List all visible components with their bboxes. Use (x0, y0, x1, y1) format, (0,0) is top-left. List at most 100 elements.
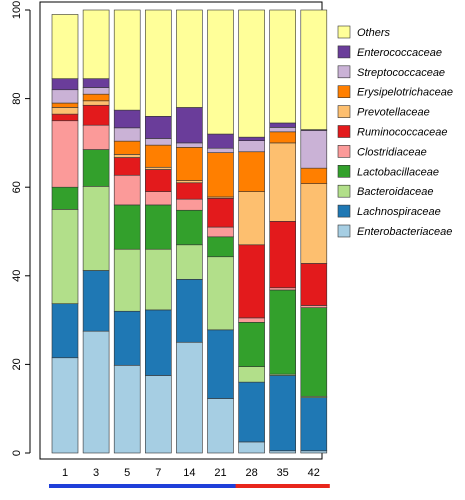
legend-label-lachnospiraceae: Lachnospiraceae (357, 206, 441, 218)
bar-segment-others-28 (238, 9, 265, 138)
bar-segment-enterobacteriaceae-28 (238, 441, 265, 454)
bar-segment-lactobacillaceae-21 (207, 236, 234, 258)
bar-segment-prevotellaceae-7 (145, 166, 172, 170)
bar-segment-erysipelotrichaceae-14 (176, 147, 203, 181)
bar-segment-lactobacillaceae-5 (113, 204, 141, 250)
bar-segment-streptococcaceae-3 (82, 87, 110, 95)
legend-label-clostridiaceae: Clostridiaceae (357, 146, 427, 158)
bar-segment-enterobacteriaceae-1 (51, 357, 79, 454)
bar-segment-prevotellaceae-35 (269, 142, 297, 222)
bar-stack-42 (300, 9, 328, 454)
bar-stack-14 (176, 9, 203, 454)
bar-segment-ruminococcaceae-42 (300, 263, 328, 306)
legend-swatch-bacteroidaceae (337, 184, 351, 198)
bar-segment-erysipelotrichaceae-1 (51, 102, 79, 108)
bar-segment-ruminococcaceae-14 (176, 182, 203, 200)
bar-segment-bacteroidaceae-28 (238, 366, 265, 383)
bar-segment-erysipelotrichaceae-5 (113, 140, 141, 155)
y-tick-label-40: 40 (11, 270, 23, 282)
timeline-segment-1 (49, 484, 237, 488)
y-axis: 0 20 40 60 80 100 (11, 1, 31, 456)
legend-swatch-prevotellaceae (337, 105, 351, 118)
legend-label-ruminococcaceae: Ruminococcaceae (357, 127, 448, 139)
bar-segment-clostridiaceae-42 (300, 305, 328, 308)
bar-segment-enterobacteriaceae-21 (207, 398, 234, 454)
bar-stack-3 (82, 9, 110, 454)
bar-segment-enterobacteriaceae-7 (145, 375, 172, 454)
bar-segment-streptococcaceae-1 (51, 89, 79, 104)
legend-swatch-enterobacteriaceae (337, 224, 351, 238)
bar-segment-enterobacteriaceae-14 (176, 341, 203, 454)
bar-segment-erysipelotrichaceae-42 (300, 167, 328, 184)
bar-segment-enterococcaceae-7 (145, 116, 172, 139)
y-tick-label-100: 100 (11, 1, 23, 19)
legend-swatch-lachnospiraceae (337, 204, 351, 218)
x-tick-label-28: 28 (245, 467, 257, 479)
bar-segment-enterococcaceae-1 (51, 78, 79, 91)
legend-label-prevotellaceae: Prevotellaceae (357, 107, 430, 119)
bar-segment-others-7 (145, 9, 172, 117)
bar-segment-enterococcaceae-3 (82, 78, 110, 88)
bar-segment-clostridiaceae-3 (82, 124, 110, 150)
bar-segment-others-21 (207, 9, 234, 135)
legend-swatch-enterococcaceae (337, 45, 351, 59)
bar-segment-streptococcaceae-21 (207, 147, 234, 153)
timeline-segment-2 (235, 484, 330, 488)
bar-segment-ruminococcaceae-7 (145, 169, 172, 192)
bar-segment-prevotellaceae-1 (51, 107, 79, 115)
bar-segment-lactobacillaceae-35 (269, 289, 297, 375)
bar-segment-bacteroidaceae-5 (113, 248, 141, 312)
bar-segment-enterococcaceae-5 (113, 109, 141, 129)
bar-segment-prevotellaceae-28 (238, 191, 265, 246)
bar-segment-others-35 (269, 9, 297, 124)
x-axis: 1 3 5 7 14 21 28 35 42 (62, 467, 320, 479)
bar-segment-streptococcaceae-42 (300, 130, 328, 169)
bar-segment-prevotellaceae-3 (82, 100, 110, 106)
timeline-bar (49, 484, 330, 488)
bar-segment-clostridiaceae-21 (207, 226, 234, 238)
bar-segment-ruminococcaceae-5 (113, 157, 141, 176)
x-tick-label-1: 1 (62, 467, 68, 479)
bar-segment-bacteroidaceae-7 (145, 248, 172, 311)
bar-segment-ruminococcaceae-3 (82, 104, 110, 126)
bar-segment-prevotellaceae-14 (176, 180, 203, 184)
bar-stack-7 (145, 9, 172, 454)
bar-segment-enterococcaceae-21 (207, 133, 234, 149)
bar-segment-streptococcaceae-5 (113, 127, 141, 142)
bar-segment-clostridiaceae-28 (238, 317, 265, 323)
bar-segment-ruminococcaceae-28 (238, 244, 265, 319)
legend-label-enterobacteriaceae: Enterobacteriaceae (357, 226, 452, 238)
bar-segment-ruminococcaceae-1 (51, 113, 79, 122)
bar-stack-35 (269, 9, 297, 454)
bar-segment-lachnospiraceae-14 (176, 279, 203, 343)
bar-segment-enterobacteriaceae-3 (82, 330, 110, 454)
bar-segment-lachnospiraceae-35 (269, 375, 297, 452)
legend-label-bacteroidaceae: Bacteroidaceae (357, 186, 433, 198)
bar-segment-enterobacteriaceae-42 (300, 450, 328, 454)
bar-segment-ruminococcaceae-21 (207, 197, 234, 228)
bar-stack-1 (51, 14, 79, 454)
bar-stack-21 (207, 9, 234, 454)
bar-segment-lachnospiraceae-5 (113, 310, 141, 366)
x-tick-label-3: 3 (93, 467, 99, 479)
bar-segment-enterococcaceae-35 (269, 122, 297, 128)
bar-segment-lachnospiraceae-3 (82, 270, 110, 332)
x-tick-label-35: 35 (277, 467, 289, 479)
bar-segment-prevotellaceae-5 (113, 154, 141, 158)
bar-segment-streptococcaceae-28 (238, 140, 265, 153)
bar-segment-enterobacteriaceae-35 (269, 450, 297, 454)
bar-segment-enterobacteriaceae-5 (113, 364, 141, 454)
x-tick-label-7: 7 (155, 467, 161, 479)
bar-segment-bacteroidaceae-14 (176, 244, 203, 280)
bar-segment-clostridiaceae-7 (145, 191, 172, 206)
bar-segment-others-3 (82, 9, 110, 79)
bar-segment-erysipelotrichaceae-21 (207, 152, 234, 198)
bar-segment-lactobacillaceae-42 (300, 307, 328, 397)
bar-segment-enterococcaceae-28 (238, 136, 265, 141)
legend-label-others: Others (357, 27, 391, 39)
y-tick-label-0: 0 (11, 450, 23, 456)
bar-segment-bacteroidaceae-3 (82, 186, 110, 271)
bar-segment-lachnospiraceae-42 (300, 397, 328, 452)
legend-label-erysipelotrichaceae: Erysipelotrichaceae (357, 87, 453, 99)
